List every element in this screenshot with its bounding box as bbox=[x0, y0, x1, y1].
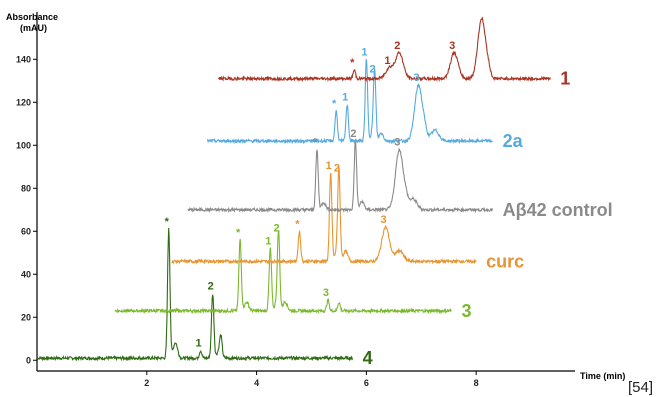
series-trace bbox=[206, 59, 494, 145]
series-trace bbox=[217, 16, 551, 83]
series-name-label: 1 bbox=[560, 69, 570, 89]
y-tick-label: 80 bbox=[21, 183, 31, 193]
series-name-label: 2a bbox=[503, 131, 524, 151]
y-tick-label: 20 bbox=[21, 312, 31, 322]
y-tick-label: 60 bbox=[21, 226, 31, 236]
peak-label: * bbox=[350, 57, 355, 69]
y-tick-label: 0 bbox=[26, 355, 31, 365]
x-tick-label: 8 bbox=[474, 378, 479, 388]
y-tick-label: 140 bbox=[16, 54, 31, 64]
peak-label: 3 bbox=[381, 214, 387, 226]
peak-label: 2 bbox=[394, 40, 400, 52]
peak-label: * bbox=[236, 227, 241, 239]
peak-label: 2 bbox=[370, 63, 376, 75]
peak-label: 1 bbox=[326, 160, 332, 172]
peak-label: 2 bbox=[208, 281, 214, 293]
peak-label: * bbox=[165, 216, 170, 228]
y-tick-label: 120 bbox=[16, 97, 31, 107]
peak-label: * bbox=[332, 98, 337, 110]
peak-label: 1 bbox=[361, 46, 367, 58]
x-tick-label: 2 bbox=[144, 378, 149, 388]
x-tick-label: 6 bbox=[364, 378, 369, 388]
series-name-label: Aβ42 control bbox=[503, 200, 613, 220]
series-traces bbox=[36, 16, 551, 362]
x-axis-label: Time (min) bbox=[580, 371, 625, 381]
peak-label: 2 bbox=[273, 223, 279, 235]
peak-label: 2 bbox=[334, 162, 340, 174]
peak-label: 1 bbox=[265, 235, 271, 247]
y-tick-label: 100 bbox=[16, 140, 31, 150]
peak-label: * bbox=[295, 218, 300, 230]
peak-label: 3 bbox=[394, 137, 400, 149]
peak-label: 2 bbox=[350, 128, 356, 140]
y-tick-label: 40 bbox=[21, 269, 31, 279]
series-trace bbox=[187, 140, 494, 214]
peak-label: 1 bbox=[384, 55, 390, 67]
peak-label: 3 bbox=[323, 287, 329, 299]
y-axis-label-line1: Absorbance bbox=[6, 12, 58, 22]
series-trace bbox=[36, 227, 354, 362]
peak-label: 3 bbox=[413, 72, 419, 84]
peak-label: 3 bbox=[449, 40, 455, 52]
series-name-label: 3 bbox=[461, 301, 471, 321]
peak-label: 1 bbox=[196, 338, 202, 350]
citation-ref: [54] bbox=[628, 379, 653, 396]
axes: Absorbance (mAU) Time (min) [54] bbox=[6, 12, 653, 396]
series-name-label: curc bbox=[486, 251, 524, 271]
y-axis-label-line2: (mAU) bbox=[20, 23, 47, 33]
series-name-label: 4 bbox=[363, 348, 373, 368]
x-tick-label: 4 bbox=[254, 378, 259, 388]
axis-ticks: 0 20 40 60 80 100 120 140 2 4 6 8 bbox=[16, 54, 479, 388]
series-trace bbox=[114, 229, 452, 315]
peak-label: * bbox=[313, 137, 318, 149]
series-trace bbox=[171, 166, 477, 265]
peak-label: 1 bbox=[342, 91, 348, 103]
